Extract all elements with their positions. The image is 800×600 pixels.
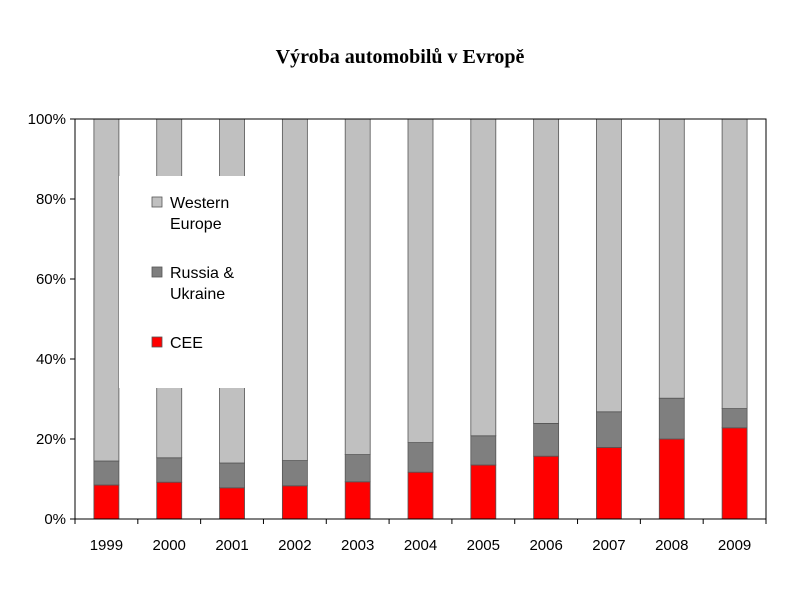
x-tick-label: 2002 bbox=[278, 537, 311, 554]
bar-russia-ukraine-2000 bbox=[156, 457, 183, 483]
bars-layer bbox=[93, 118, 748, 520]
legend-label: CEE bbox=[170, 335, 203, 352]
bar-cee-2002 bbox=[281, 485, 308, 520]
bar-western-europe-2009 bbox=[721, 118, 748, 410]
bar-western-europe-2005 bbox=[470, 118, 497, 437]
bar-cee-2009 bbox=[721, 427, 748, 520]
x-tick-label: 2001 bbox=[215, 537, 248, 554]
legend-label: Russia & bbox=[170, 265, 234, 282]
bar-russia-ukraine-2009 bbox=[721, 408, 748, 429]
x-tick-label: 2006 bbox=[529, 537, 562, 554]
bar-cee-2005 bbox=[470, 464, 497, 520]
bar-russia-ukraine-1999 bbox=[93, 460, 120, 486]
legend-label: Western bbox=[170, 195, 229, 212]
y-tick-label: 40% bbox=[36, 351, 66, 368]
bar-cee-1999 bbox=[93, 484, 120, 520]
x-tick-label: 1999 bbox=[90, 537, 123, 554]
bar-western-europe-1999 bbox=[93, 118, 120, 462]
x-tick-label: 2004 bbox=[404, 537, 437, 554]
chart-title: Výroba automobilů v Evropě bbox=[276, 46, 525, 68]
legend-label: Europe bbox=[170, 216, 222, 233]
x-tick-label: 2005 bbox=[467, 537, 500, 554]
bar-russia-ukraine-2008 bbox=[658, 397, 685, 440]
bar-cee-2008 bbox=[658, 438, 685, 520]
bar-western-europe-2004 bbox=[407, 118, 434, 444]
legend-swatch bbox=[151, 336, 163, 348]
bar-cee-2004 bbox=[407, 471, 434, 520]
bar-western-europe-2006 bbox=[533, 118, 560, 424]
y-tick-label: 80% bbox=[36, 191, 66, 208]
legend-label: Ukraine bbox=[170, 286, 225, 303]
y-tick-label: 60% bbox=[36, 271, 66, 288]
x-tick-label: 2003 bbox=[341, 537, 374, 554]
bar-russia-ukraine-2005 bbox=[470, 435, 497, 466]
bar-cee-2001 bbox=[219, 487, 245, 520]
bar-cee-2000 bbox=[156, 481, 183, 520]
bar-western-europe-2002 bbox=[281, 118, 308, 462]
y-tick-label: 0% bbox=[44, 511, 66, 528]
bar-cee-2003 bbox=[344, 481, 371, 520]
legend-swatch bbox=[151, 266, 163, 278]
y-tick-label: 20% bbox=[36, 431, 66, 448]
bar-russia-ukraine-2003 bbox=[344, 454, 371, 483]
bar-western-europe-2007 bbox=[596, 118, 622, 413]
plot-border bbox=[74, 118, 767, 520]
legend-box bbox=[119, 176, 279, 388]
bar-russia-ukraine-2001 bbox=[219, 462, 245, 489]
bar-russia-ukraine-2006 bbox=[533, 422, 560, 457]
bar-cee-2006 bbox=[533, 455, 560, 520]
bar-cee-2007 bbox=[596, 446, 622, 520]
bar-russia-ukraine-2007 bbox=[596, 411, 622, 448]
legend-swatch bbox=[151, 196, 163, 208]
bar-russia-ukraine-2004 bbox=[407, 442, 434, 473]
x-tick-label: 2009 bbox=[718, 537, 751, 554]
legend: Western Europe Russia & Ukraine CEE bbox=[119, 176, 279, 388]
bar-western-europe-2008 bbox=[658, 118, 685, 399]
bar-russia-ukraine-2002 bbox=[281, 460, 308, 487]
y-tick-label: 100% bbox=[28, 111, 66, 128]
x-tick-label: 2000 bbox=[153, 537, 186, 554]
axis-layer: 0% 20% 40% 60% 80% 100% 1999 2000 2001 2002 2003 20… bbox=[28, 111, 767, 554]
x-tick-label: 2007 bbox=[592, 537, 625, 554]
bar-western-europe-2003 bbox=[344, 118, 371, 456]
x-tick-label: 2008 bbox=[655, 537, 688, 554]
